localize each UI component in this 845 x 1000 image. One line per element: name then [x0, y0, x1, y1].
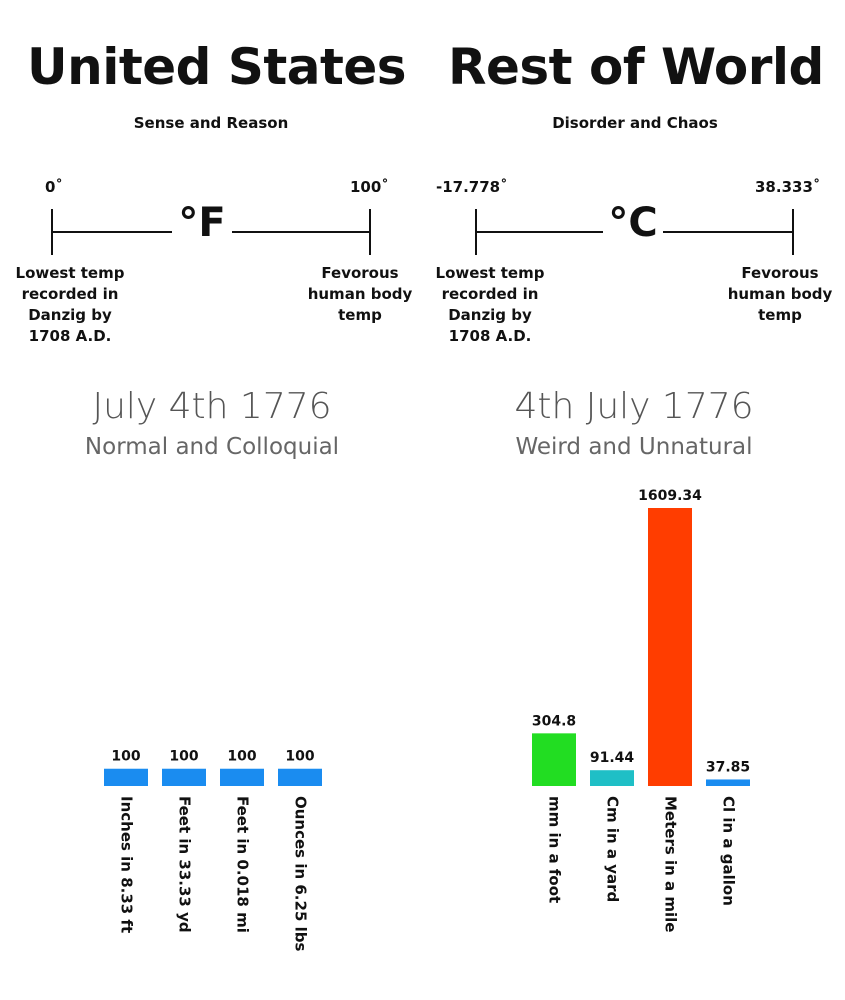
us-bar-1 [104, 768, 148, 786]
us-category-label-4: Ounces in 6.25 lbs [292, 796, 310, 951]
us-bar-chart: 100 Inches in 8.33 ft 100 Feet in 33.33 yd 1… [104, 749, 322, 951]
fahrenheit-low-value: 0˚ [45, 178, 63, 196]
celsius-unit: °C [603, 200, 663, 246]
world-subtitle: Disorder and Chaos [552, 114, 718, 132]
us-bar-value-1: 100 [111, 749, 140, 765]
us-bar-4 [278, 768, 322, 786]
us-bar-value-3: 100 [227, 749, 256, 765]
celsius-low-value: -17.778˚ [436, 178, 508, 196]
fahrenheit-high-value: 100˚ [350, 178, 389, 196]
us-bar-value-4: 100 [285, 749, 314, 765]
world-bar-chart: 304.8 mm in a foot 91.44 Cm in a yard 1609.3… [532, 488, 750, 932]
us-bar-2 [162, 768, 206, 786]
world-bar-value-4: 37.85 [706, 759, 750, 775]
fahrenheit-high-note: Fevorous human body temp [307, 264, 413, 324]
us-bar-3 [220, 768, 264, 786]
world-category-label-3: Meters in a mile [662, 796, 680, 932]
world-date-caption: Weird and Unnatural [515, 434, 753, 460]
fahrenheit-unit: °F [172, 200, 232, 246]
celsius-low-note: Lowest temp recorded in Danzig by 1708 A… [435, 264, 545, 345]
us-category-label-2: Feet in 33.33 yd [176, 796, 194, 933]
world-bar-4 [706, 779, 750, 786]
us-bar-value-2: 100 [169, 749, 198, 765]
temperature-scales [51, 209, 794, 255]
world-title: Rest of World [448, 38, 824, 96]
world-bar-3 [648, 508, 692, 786]
world-bar-2 [590, 770, 634, 786]
us-category-label-1: Inches in 8.33 ft [118, 796, 136, 933]
world-category-label-1: mm in a foot [546, 796, 564, 903]
world-bar-value-3: 1609.34 [638, 488, 702, 504]
us-date: July 4th 1776 [92, 386, 332, 427]
us-subtitle: Sense and Reason [133, 114, 289, 132]
world-bar-1 [532, 733, 576, 786]
fahrenheit-low-note: Lowest temp recorded in Danzig by 1708 A… [15, 264, 125, 345]
us-category-label-3: Feet in 0.018 mi [234, 796, 252, 933]
celsius-high-value: 38.333˚ [755, 178, 821, 196]
us-title: United States [27, 38, 407, 96]
world-date: 4th July 1776 [514, 386, 754, 427]
world-bar-value-2: 91.44 [590, 750, 635, 766]
world-category-label-4: Cl in a gallon [720, 796, 738, 906]
world-category-label-2: Cm in a yard [604, 796, 622, 902]
celsius-high-note: Fevorous human body temp [727, 264, 833, 324]
us-date-caption: Normal and Colloquial [84, 434, 340, 460]
world-bar-value-1: 304.8 [532, 713, 576, 729]
